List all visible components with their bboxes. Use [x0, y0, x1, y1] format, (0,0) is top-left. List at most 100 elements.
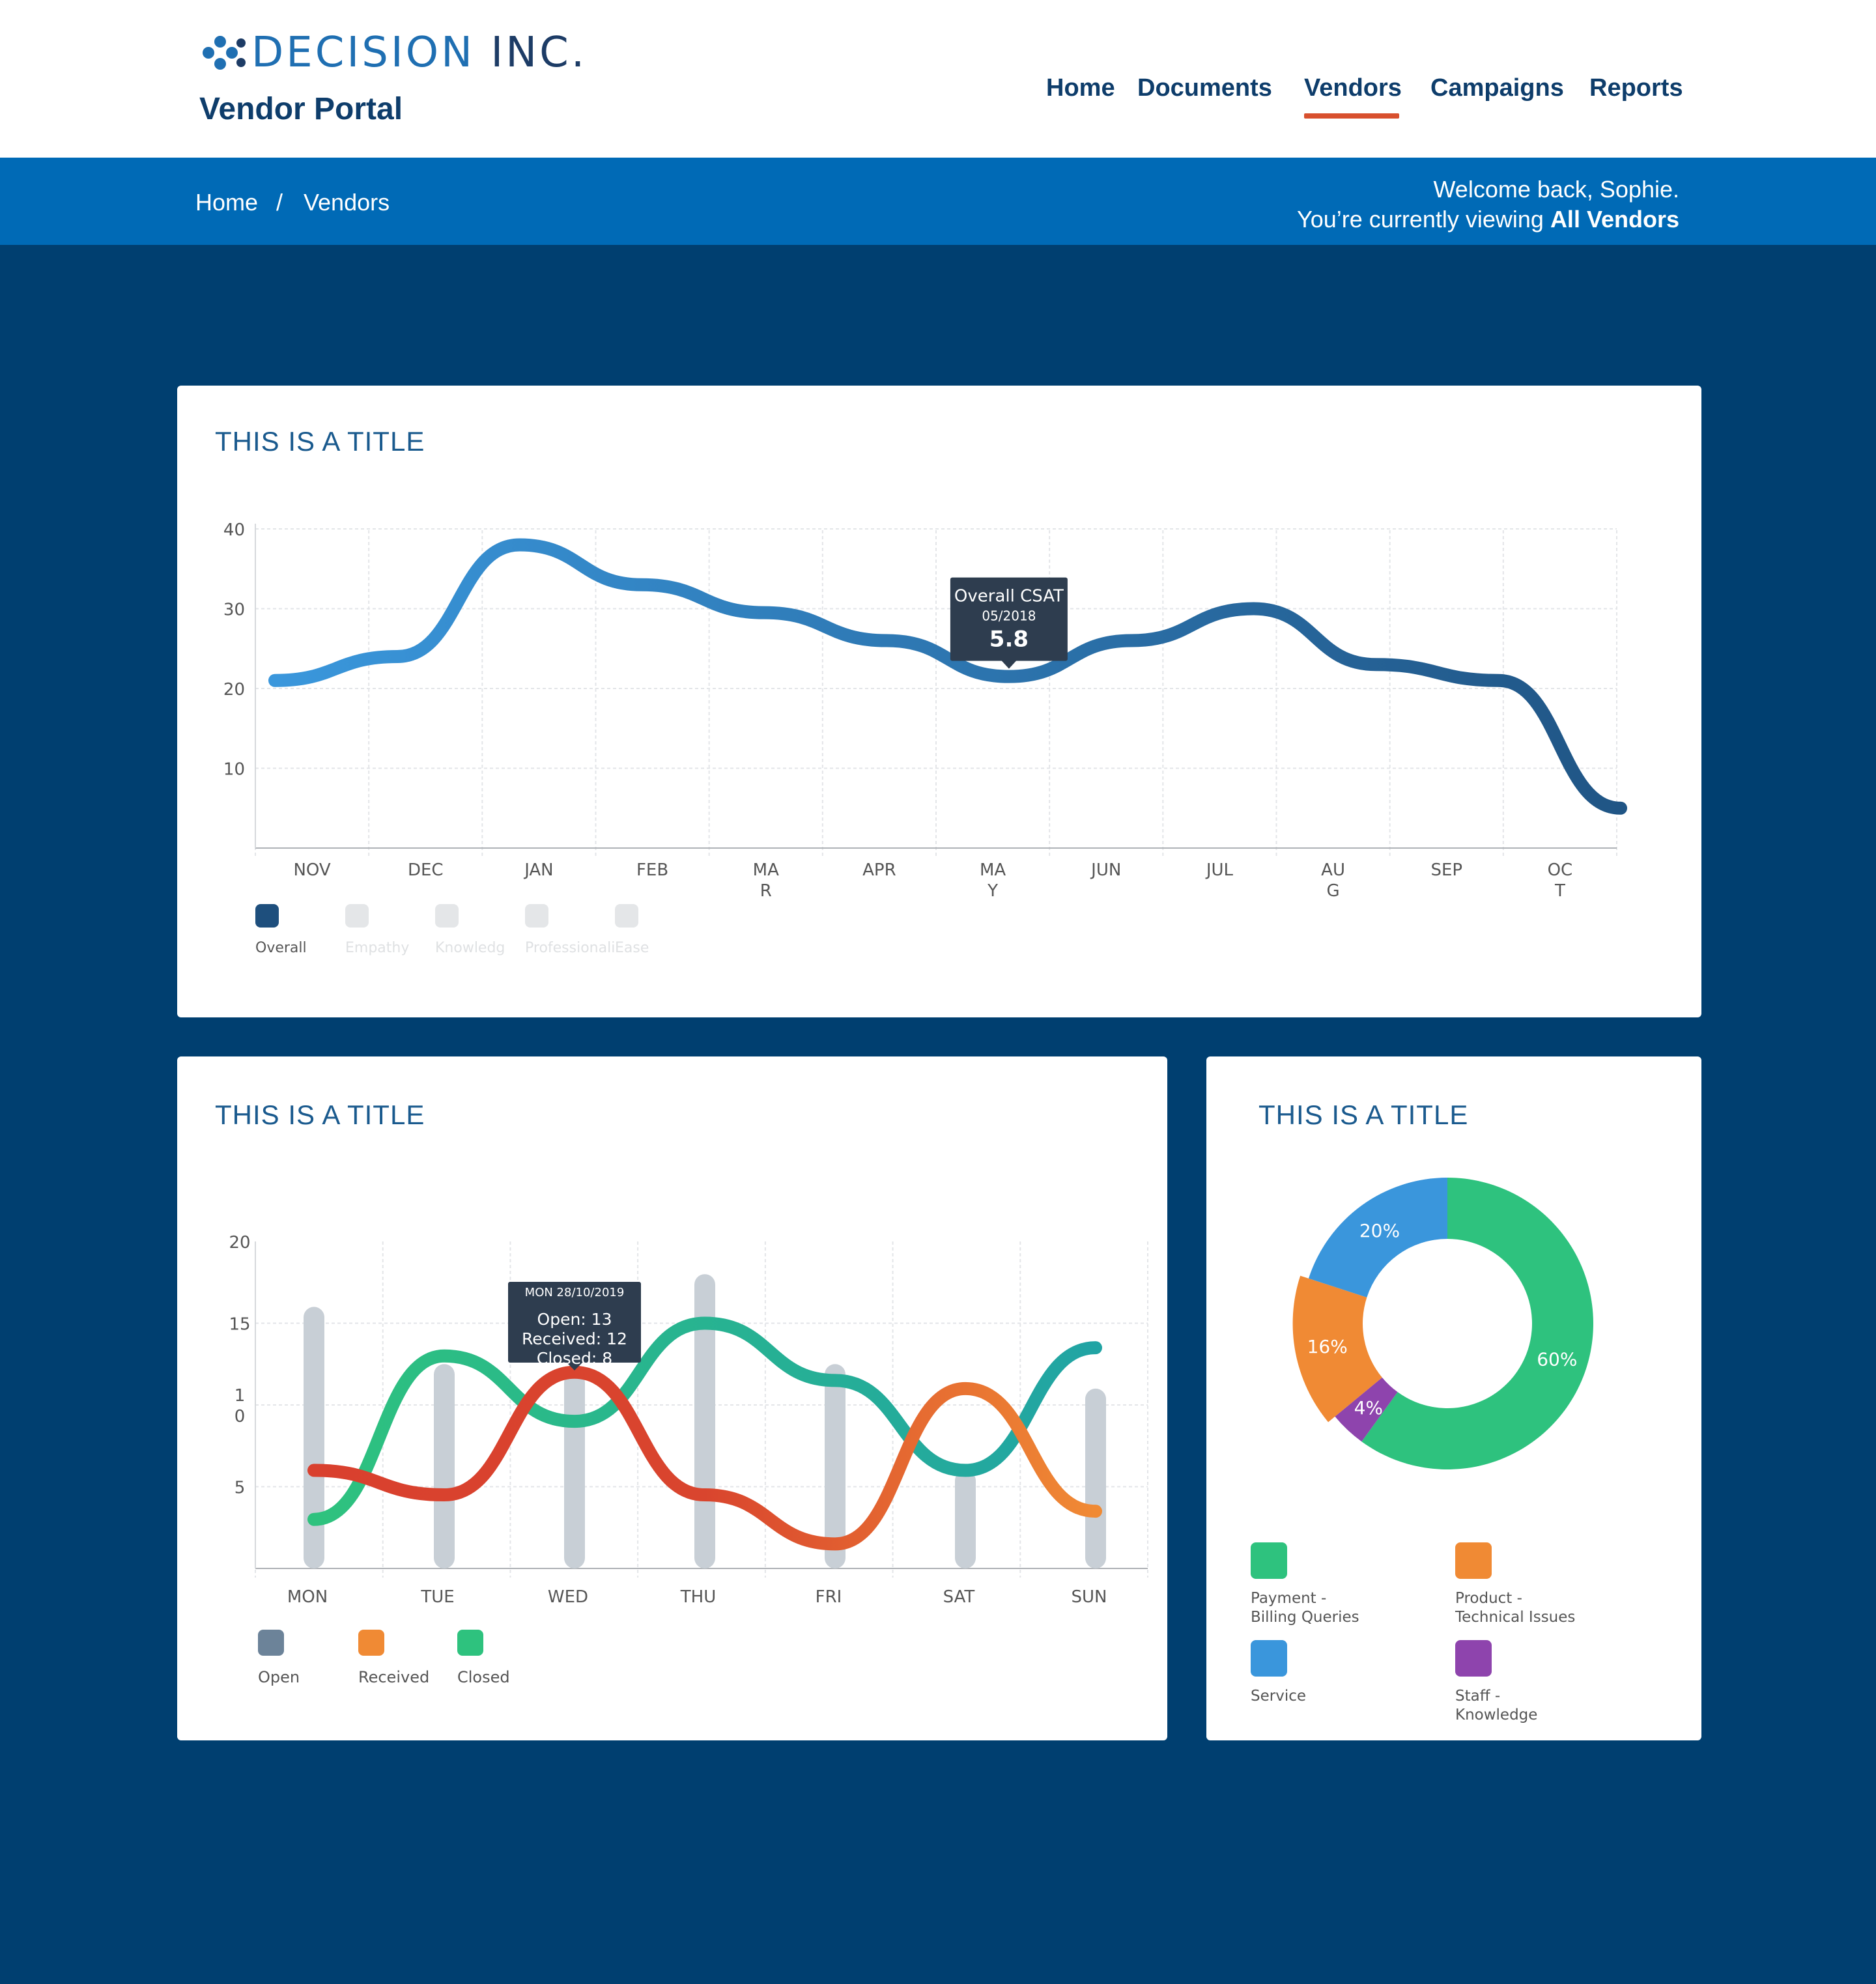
tooltip-line: Received: 12 — [522, 1329, 627, 1348]
y-tick-label: 40 — [223, 520, 245, 540]
x-tick-label: MA Y — [980, 860, 1006, 901]
legend-swatch-received[interactable] — [358, 1630, 384, 1656]
legend-swatch-overall[interactable] — [255, 904, 279, 928]
y-tick-label: 20 — [223, 680, 245, 700]
x-tick-label: FRI — [816, 1587, 842, 1607]
legend-label-line2: Knowledge — [1455, 1707, 1538, 1723]
x-tick-label: SEP — [1430, 860, 1462, 880]
x-tick-label: JUN — [1090, 860, 1121, 880]
series-line-closed — [307, 1316, 1102, 1526]
current-view-label: All Vendors — [1550, 206, 1679, 233]
legend-swatch-ease[interactable] — [615, 904, 638, 928]
bar-open-mon — [304, 1307, 324, 1568]
nav-vendors[interactable]: Vendors — [1304, 74, 1402, 102]
donut-slice-16pct — [1292, 1275, 1382, 1423]
nav-reports[interactable]: Reports — [1589, 74, 1683, 102]
x-tick-label: MA R — [753, 860, 779, 901]
legend-swatch[interactable] — [1455, 1640, 1492, 1677]
legend-label: Empathy — [345, 940, 410, 956]
card-title: THIS IS A TITLE — [215, 426, 425, 457]
donut-slice-4pct — [1335, 1377, 1398, 1442]
bar-open-tue — [434, 1364, 455, 1568]
legend-label-line2: Billing Queries — [1251, 1609, 1359, 1626]
welcome-line-2: You’re currently viewing All Vendors — [1297, 206, 1679, 233]
x-tick-label: FEB — [636, 860, 668, 880]
slice-label: 20% — [1359, 1220, 1400, 1241]
tooltip-box — [950, 577, 1068, 661]
legend-label: Knowledg — [435, 940, 505, 956]
y-tick-label: 10 — [223, 760, 245, 780]
logo-mark-icon — [203, 36, 246, 70]
bar-open-fri — [825, 1364, 846, 1568]
legend-swatch-empathy[interactable] — [345, 904, 369, 928]
legend-swatch[interactable] — [1455, 1542, 1492, 1579]
slice-label: 16% — [1307, 1336, 1348, 1357]
breadcrumb-vendors[interactable]: Vendors — [304, 189, 390, 216]
x-tick-label: THU — [680, 1587, 716, 1607]
slice-label: 4% — [1354, 1397, 1383, 1419]
nav-home[interactable]: Home — [1046, 74, 1115, 102]
x-tick-label: SUN — [1072, 1587, 1107, 1607]
category-donut-card: THIS IS A TITLE 60% 4% 16% 20% Payment - Bil… — [1206, 1056, 1701, 1740]
tooltip-title: Overall CSAT — [954, 587, 1064, 606]
breadcrumb-separator: / — [276, 189, 283, 216]
bar-open-wed — [564, 1372, 585, 1568]
nav-documents[interactable]: Documents — [1137, 74, 1272, 102]
top-header: DECISION INC. Vendor Portal Home Documen… — [0, 0, 1876, 158]
legend-swatch-open[interactable] — [258, 1630, 284, 1656]
card-title: THIS IS A TITLE — [215, 1099, 425, 1130]
tickets-chart-card: THIS IS A TITLE 5 1 0 15 20 MON TUE WED THU FRI SA… — [177, 1056, 1167, 1740]
y-tick-label: 20 — [229, 1233, 250, 1253]
tooltip-box — [508, 1282, 641, 1363]
legend-label: Closed — [457, 1668, 510, 1686]
tooltip-value: 5.8 — [989, 627, 1029, 653]
tooltip-line: Open: 13 — [537, 1310, 612, 1329]
legend-label: Overall — [255, 940, 307, 956]
donut-slice-60pct — [1361, 1178, 1593, 1469]
legend-label-line1: Staff - — [1455, 1688, 1501, 1705]
tickets-combo-chart: 5 1 0 15 20 MON TUE WED THU FRI SAT SUN MON 28/10/20… — [229, 1233, 1148, 1607]
x-tick-label: DEC — [408, 860, 444, 880]
y-tick-label: 30 — [223, 601, 245, 620]
breadcrumb-bar: Home / Vendors Welcome back, Sophie. You… — [0, 158, 1876, 245]
legend-swatch[interactable] — [1251, 1542, 1287, 1579]
x-tick-label: JUL — [1205, 860, 1234, 880]
legend-swatch-knowledg[interactable] — [435, 904, 459, 928]
legend-swatch[interactable] — [1251, 1640, 1287, 1677]
x-tick-label: MON — [287, 1587, 328, 1607]
legend-label-line2: Technical Issues — [1455, 1609, 1576, 1626]
welcome-message: Welcome back, Sophie. You’re currently v… — [1297, 175, 1679, 234]
logo-wordmark: DECISION INC. — [251, 29, 588, 77]
y-tick-label: 15 — [229, 1315, 250, 1335]
breadcrumb-home[interactable]: Home — [195, 189, 259, 216]
x-tick-label: APR — [862, 860, 896, 880]
legend-swatch-closed[interactable] — [457, 1630, 483, 1656]
x-tick-label: AU G — [1321, 860, 1345, 901]
legend-label: Received — [358, 1668, 430, 1686]
welcome-line-1: Welcome back, Sophie. — [1433, 176, 1679, 203]
x-tick-label: NOV — [293, 860, 330, 880]
chart-tooltip: Overall CSAT 05/2018 5.8 — [950, 577, 1068, 669]
x-tick-label: TUE — [420, 1587, 454, 1607]
nav-campaigns[interactable]: Campaigns — [1430, 74, 1564, 102]
legend-label-line1: Payment - — [1251, 1590, 1327, 1607]
series-line-received — [307, 1365, 1102, 1551]
company-logo[interactable]: DECISION INC. — [199, 29, 588, 77]
legend-label: Ease — [615, 940, 649, 956]
x-tick-label: WED — [548, 1587, 588, 1607]
legend-label: Open — [258, 1668, 300, 1686]
nav-active-indicator — [1304, 113, 1399, 119]
legend-label-line1: Service — [1251, 1688, 1307, 1705]
tooltip-arrow — [567, 1363, 582, 1370]
bar-open-sun — [1085, 1388, 1106, 1568]
csat-chart-card: THIS IS A TITLE 10 20 30 40 NOV DEC JAN FEB MA R A… — [177, 386, 1701, 1017]
legend-swatch-professionali[interactable] — [525, 904, 548, 928]
legend-label: Professionali — [525, 940, 616, 956]
csat-line-chart: 10 20 30 40 NOV DEC JAN FEB MA R APR MA Y JUN JUL AU G SE… — [223, 520, 1627, 901]
slice-label: 60% — [1537, 1349, 1577, 1370]
y-tick-label: 5 — [234, 1479, 246, 1498]
x-tick-label: SAT — [943, 1587, 975, 1607]
legend-label-line1: Product - — [1455, 1590, 1522, 1607]
